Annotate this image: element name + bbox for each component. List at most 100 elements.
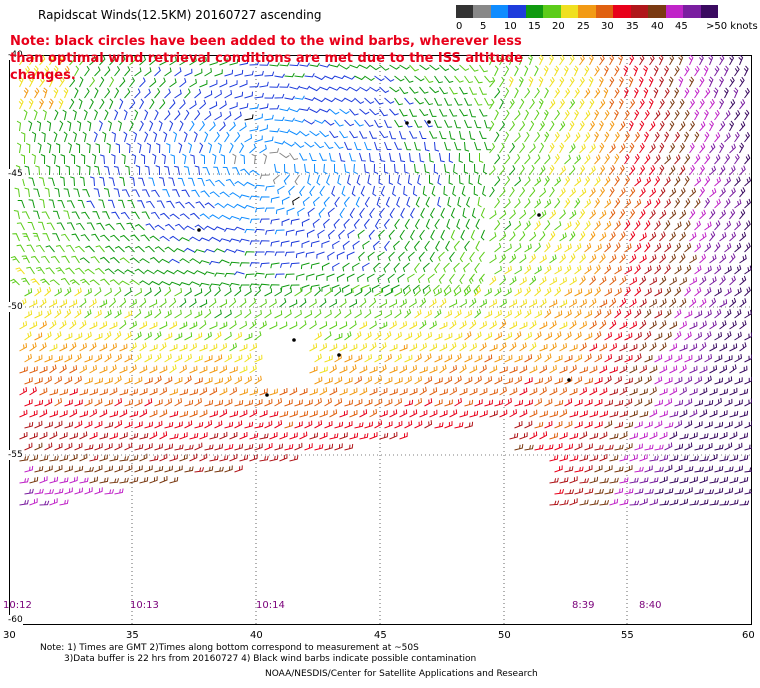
wind-barb — [314, 420, 323, 429]
wind-barb — [404, 75, 414, 83]
wind-barb — [219, 79, 228, 88]
wind-barb — [374, 310, 383, 319]
wind-barb — [694, 198, 701, 209]
wind-barb — [357, 229, 365, 239]
wind-barb — [139, 297, 147, 308]
wind-barb — [224, 227, 235, 232]
wind-barb — [564, 288, 573, 297]
wind-barb — [529, 187, 536, 198]
wind-barb — [579, 499, 589, 506]
wind-barb — [39, 409, 48, 418]
wind-barb — [229, 432, 238, 440]
wind-barb — [569, 55, 575, 66]
wind-barb — [24, 421, 34, 429]
wind-barb — [105, 223, 115, 231]
wind-barb — [494, 131, 500, 143]
wind-barb — [349, 207, 355, 219]
wind-barb — [559, 55, 565, 66]
wind-barb — [29, 432, 38, 440]
wind-barb — [131, 211, 140, 220]
wind-barb — [534, 286, 542, 297]
wind-barb — [407, 251, 415, 262]
wind-barb — [434, 332, 443, 341]
wind-barb — [619, 121, 626, 132]
wind-barb — [469, 298, 477, 308]
wind-barb — [594, 243, 602, 253]
wind-barb — [584, 288, 593, 297]
wind-barb — [504, 198, 511, 209]
wind-barb — [89, 388, 98, 396]
wind-barb — [459, 342, 467, 352]
wind-barb — [514, 376, 523, 385]
wind-barb — [259, 320, 267, 330]
wind-barb — [299, 431, 308, 440]
wind-barb — [614, 376, 623, 385]
wind-barb — [634, 466, 644, 473]
wind-barb — [219, 238, 230, 243]
wind-barb — [449, 299, 458, 308]
wind-barb — [604, 109, 610, 121]
wind-barb — [424, 353, 432, 363]
wind-barb — [374, 420, 383, 429]
wind-barb — [704, 442, 713, 451]
wind-barb — [114, 66, 121, 77]
wind-barb — [509, 409, 518, 418]
wind-barb — [316, 251, 325, 259]
wind-barb — [474, 262, 480, 274]
wind-barb — [443, 284, 450, 295]
wind-barb — [74, 87, 79, 99]
wind-barb — [482, 163, 488, 175]
wind-barb — [609, 254, 617, 264]
wind-barb — [409, 64, 419, 72]
wind-barb — [549, 299, 558, 308]
wind-barb — [40, 154, 46, 165]
wind-barb — [309, 366, 318, 374]
wind-barb — [499, 187, 506, 198]
wind-barb — [519, 55, 523, 66]
wind-barb — [414, 420, 423, 429]
wind-barb — [554, 65, 560, 77]
wind-barb — [689, 455, 699, 462]
wind-barb — [16, 222, 25, 231]
wind-barb — [75, 267, 85, 275]
wind-barb — [669, 455, 679, 462]
wind-barb — [66, 200, 75, 209]
wind-barb — [509, 209, 516, 220]
wind-barb — [224, 111, 232, 121]
wind-barb — [744, 109, 750, 121]
wind-barb — [189, 321, 198, 330]
wind-barb — [124, 245, 135, 253]
wind-barb — [674, 331, 682, 341]
wind-barb — [21, 277, 30, 286]
wind-barb — [704, 265, 712, 275]
wind-barb — [374, 119, 383, 128]
wind-barb — [144, 287, 152, 297]
wind-barb — [624, 332, 633, 341]
wind-barb — [694, 131, 700, 143]
wind-barb — [239, 365, 248, 374]
wind-barbs — [9, 55, 752, 506]
wind-barb — [719, 165, 726, 176]
wind-barb — [331, 185, 336, 197]
wind-barb — [604, 399, 613, 407]
wind-barb — [339, 86, 351, 91]
wind-barb — [29, 498, 38, 506]
wind-barb — [394, 398, 403, 407]
wind-barb — [259, 218, 270, 223]
wind-barb — [189, 100, 197, 110]
wind-barb — [534, 331, 542, 341]
wind-barb — [104, 165, 110, 176]
wind-barb — [179, 321, 188, 330]
wind-barb — [200, 190, 210, 198]
wind-barb — [529, 164, 535, 176]
wind-barb — [409, 207, 415, 219]
wind-barb — [349, 343, 358, 352]
wind-barb — [684, 398, 693, 407]
wind-barb — [714, 487, 724, 495]
map-frame — [9, 55, 752, 625]
legend-swatch — [595, 5, 614, 18]
wind-barb — [444, 287, 452, 297]
wind-barb — [144, 109, 149, 121]
wind-barb — [15, 267, 25, 275]
wind-barb — [302, 196, 310, 206]
